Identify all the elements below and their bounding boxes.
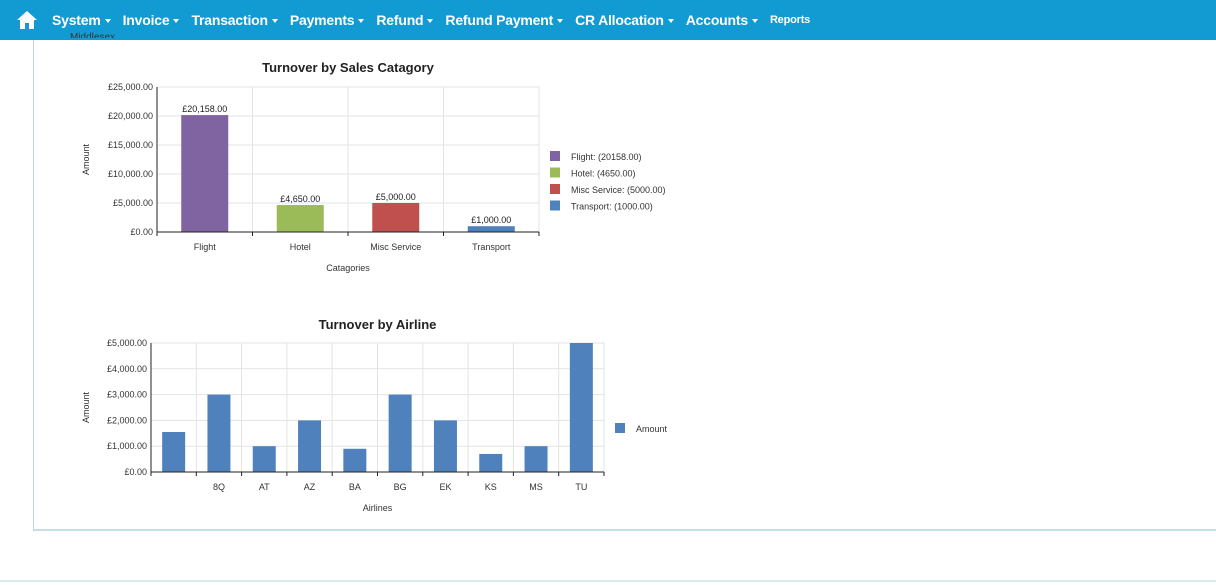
x-tick-label: TU [575, 482, 587, 492]
nav-transaction[interactable]: Transaction [191, 12, 278, 28]
legend-swatch [550, 184, 560, 194]
y-tick-label: £2,000.00 [107, 415, 147, 425]
legend-swatch [550, 200, 560, 211]
bar[interactable] [524, 446, 548, 472]
x-tick-label: Misc Service [370, 242, 421, 252]
legend-label: Amount [636, 424, 668, 434]
bar[interactable] [372, 203, 420, 232]
chevron-down-icon [557, 19, 564, 23]
chevron-down-icon [358, 19, 365, 23]
nav-invoice[interactable]: Invoice [123, 12, 180, 28]
x-axis-title: Airlines [363, 503, 393, 513]
top-navbar: System Invoice Transaction Payments Refu… [0, 0, 1216, 40]
x-tick-label: AT [259, 482, 270, 492]
nav-invoice-label: Invoice [122, 12, 170, 28]
legend-label: Flight: (20158.00) [571, 152, 642, 162]
y-tick-label: £25,000.00 [108, 82, 153, 92]
bar[interactable] [181, 115, 229, 232]
y-axis-title: Amount [81, 391, 91, 423]
data-label: £5,000.00 [376, 192, 416, 202]
x-tick-label: BG [394, 482, 407, 492]
y-tick-label: £10,000.00 [108, 169, 153, 179]
x-tick-label: MS [529, 482, 543, 492]
bar[interactable] [207, 394, 231, 472]
chevron-down-icon [173, 19, 180, 23]
legend-label: Hotel: (4650.00) [571, 169, 636, 179]
bar[interactable] [388, 394, 412, 472]
bar[interactable] [343, 448, 367, 472]
sales-category-chart: Turnover by Sales Catagory £0.00 £5,000.00… [81, 60, 666, 273]
data-label: £20,158.00 [182, 104, 227, 114]
chevron-down-icon [751, 19, 758, 23]
report-panel [33, 40, 1216, 531]
nav-accounts-label: Accounts [685, 12, 748, 28]
chart-title: Turnover by Sales Catagory [262, 60, 434, 75]
bar[interactable] [433, 420, 457, 472]
nav-cr-allocation-label: CR Allocation [575, 12, 664, 28]
x-axis-title: Catagories [326, 263, 370, 273]
x-tick-label: KS [485, 482, 497, 492]
chevron-down-icon [271, 19, 278, 23]
nav-transaction-label: Transaction [191, 12, 268, 28]
y-tick-label: £5,000.00 [113, 198, 153, 208]
x-tick-label: Hotel [290, 242, 311, 252]
nav-accounts[interactable]: Accounts [686, 12, 758, 28]
bar[interactable] [467, 226, 515, 232]
chevron-down-icon [427, 19, 434, 23]
nav-refund-payment[interactable]: Refund Payment [445, 12, 564, 28]
chevron-down-icon [104, 19, 111, 23]
nav-reports-label: Reports [769, 14, 811, 26]
bar[interactable] [276, 205, 324, 232]
x-tick-label: EK [439, 482, 451, 492]
nav-refund-payment-label: Refund Payment [445, 12, 554, 28]
data-label: £1,000.00 [471, 215, 511, 225]
airline-chart: Turnover by Airline £0.00 £1,000.00 £2,000.… [81, 317, 668, 513]
nav-cr-allocation[interactable]: CR Allocation [575, 12, 674, 28]
bar[interactable] [479, 453, 503, 472]
nav-refund[interactable]: Refund [376, 12, 434, 28]
y-tick-label: £5,000.00 [107, 338, 147, 348]
bar[interactable] [569, 343, 593, 472]
x-tick-label: BA [349, 482, 361, 492]
y-tick-label: £4,000.00 [107, 364, 147, 374]
y-tick-label: £1,000.00 [107, 441, 147, 451]
nav-payments[interactable]: Payments [290, 12, 365, 28]
nav-reports[interactable]: Reports [770, 14, 810, 26]
bar[interactable] [162, 432, 186, 472]
x-tick-label: Flight [194, 242, 217, 252]
x-tick-label: 8Q [213, 482, 225, 492]
x-tick-label: Transport [472, 242, 511, 252]
legend-swatch [550, 167, 560, 178]
legend-swatch [550, 151, 560, 161]
legend-label: Misc Service: (5000.00) [571, 185, 666, 195]
legend-swatch [615, 423, 625, 433]
nav-system[interactable]: System [52, 12, 111, 28]
y-tick-label: £0.00 [130, 227, 153, 237]
nav-payments-label: Payments [289, 12, 355, 28]
home-icon[interactable] [16, 9, 40, 31]
y-tick-label: £0.00 [124, 467, 147, 477]
nav-system-label: System [52, 12, 101, 28]
footer-divider [0, 580, 1216, 582]
y-tick-label: £20,000.00 [108, 111, 153, 121]
address-text: Middlesex [70, 32, 116, 38]
y-tick-label: £15,000.00 [108, 140, 153, 150]
y-axis-title: Amount [81, 143, 91, 175]
y-tick-label: £3,000.00 [107, 390, 147, 400]
nav-refund-label: Refund [376, 12, 424, 28]
chevron-down-icon [667, 19, 674, 23]
legend-label: Transport: (1000.00) [571, 202, 653, 212]
chart-title: Turnover by Airline [319, 317, 437, 332]
bar[interactable] [252, 446, 276, 472]
x-tick-label: AZ [304, 482, 316, 492]
bar[interactable] [298, 420, 322, 472]
data-label: £4,650.00 [280, 194, 320, 204]
